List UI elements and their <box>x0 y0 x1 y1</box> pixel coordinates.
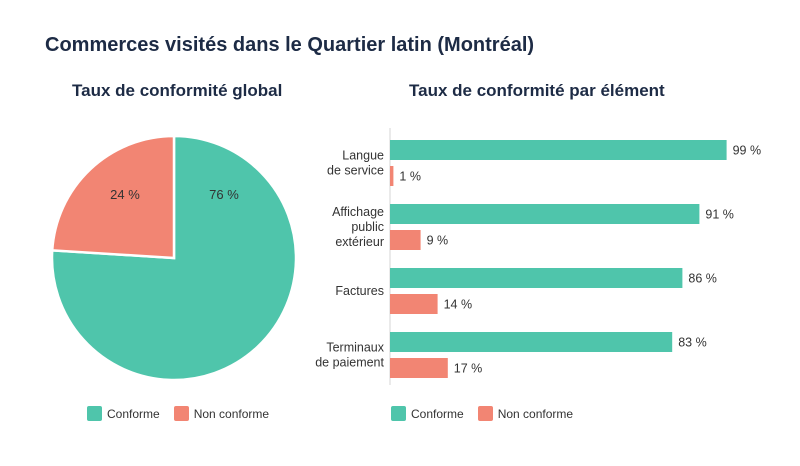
legend-swatch-non-conforme <box>477 406 493 421</box>
bar-value-label: 91 % <box>705 208 734 222</box>
legend-item-conforme: Conforme <box>87 406 160 421</box>
legend-label: Non conforme <box>497 406 574 421</box>
bar-conforme <box>390 332 673 352</box>
category-label: public <box>351 220 384 234</box>
legend-item-conforme: Conforme <box>391 406 464 421</box>
legend-item-non-conforme: Non conforme <box>477 406 574 421</box>
category-label: Terminaux <box>326 341 384 355</box>
bar-value-label: 9 % <box>427 234 449 248</box>
category-label: Affichage <box>332 205 384 219</box>
bar-non-conforme <box>390 166 394 186</box>
bar-value-label: 99 % <box>733 144 762 158</box>
pie-chart-title: Taux de conformité global <box>72 81 283 100</box>
bar-non-conforme <box>390 230 421 250</box>
bar-legend: Conforme Non conforme <box>391 406 587 421</box>
category-label: de paiement <box>315 356 384 370</box>
bar-value-label: 86 % <box>688 272 717 286</box>
bar-non-conforme <box>390 358 448 378</box>
pie-slice-non-conforme <box>50 134 176 260</box>
pie-slice-label: 76 % <box>209 187 239 202</box>
legend-label: Non conforme <box>193 406 270 421</box>
legend-swatch-conforme <box>87 406 102 421</box>
page-title: Commerces visités dans le Quartier latin… <box>45 34 535 56</box>
category-label: Factures <box>335 284 384 298</box>
bar-value-label: 83 % <box>678 336 707 350</box>
pie-legend: Conforme Non conforme <box>87 406 283 421</box>
bar-value-label: 1 % <box>399 170 421 184</box>
legend-swatch-conforme <box>391 406 406 421</box>
bar-value-label: 14 % <box>444 298 473 312</box>
bar-non-conforme <box>390 294 438 314</box>
bar-value-label: 17 % <box>454 362 483 376</box>
legend-label: Conforme <box>411 406 464 421</box>
pie-slice-label: 24 % <box>110 187 140 202</box>
category-label: Langue <box>342 149 384 163</box>
category-label: de service <box>327 164 384 178</box>
bar-conforme <box>390 268 683 288</box>
category-label: extérieur <box>335 235 384 249</box>
legend-item-non-conforme: Non conforme <box>173 406 270 421</box>
legend-label: Conforme <box>107 406 160 421</box>
bar-conforme <box>390 204 700 224</box>
bar-chart-title: Taux de conformité par élément <box>409 81 665 100</box>
legend-swatch-non-conforme <box>173 406 189 421</box>
bar-conforme <box>390 140 727 160</box>
